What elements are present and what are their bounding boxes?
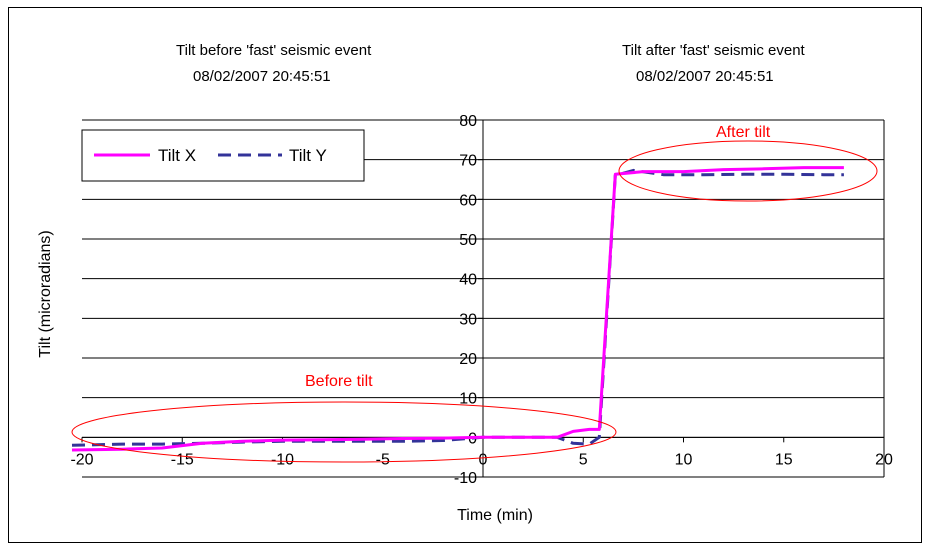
y-axis-label: Tilt (microradians) <box>37 230 54 357</box>
after-tilt-ellipse <box>618 140 878 202</box>
x-tick-label: 5 <box>579 451 588 468</box>
after-event-title: Tilt after 'fast' seismic event <box>622 42 806 59</box>
x-tick-label: -5 <box>376 451 390 468</box>
y-tick-label: 30 <box>459 311 477 328</box>
before-event-time: 08/02/2007 20:45:51 <box>193 68 331 85</box>
y-tick-label: 70 <box>459 153 477 170</box>
before-tilt-ellipse <box>71 401 617 463</box>
before-tilt-label: Before tilt <box>305 373 373 390</box>
x-tick-label: -15 <box>171 451 194 468</box>
x-tick-label: 15 <box>775 451 793 468</box>
series-line-tilt-y <box>71 168 844 447</box>
y-tick-label: 10 <box>459 391 477 408</box>
y-tick-label: 80 <box>459 113 477 130</box>
x-tick-label: -10 <box>271 451 294 468</box>
legend-label-tilt-x: Tilt X <box>158 146 196 165</box>
y-tick-label: -10 <box>454 470 477 487</box>
x-tick-label: -20 <box>70 451 93 468</box>
y-tick-label: 50 <box>459 232 477 249</box>
x-tick-label: 20 <box>875 451 893 468</box>
legend-label-tilt-y: Tilt Y <box>289 146 327 165</box>
series-lines <box>71 166 844 452</box>
x-axis-label: Time (min) <box>457 507 533 524</box>
y-tick-label: 60 <box>459 192 477 209</box>
x-tick-label: 10 <box>675 451 693 468</box>
x-tick-label: 0 <box>479 451 488 468</box>
before-event-title: Tilt before 'fast' seismic event <box>176 42 372 59</box>
legend: Tilt X Tilt Y <box>81 129 365 182</box>
y-tick-label: 20 <box>459 351 477 368</box>
series-line-tilt-x <box>71 166 844 452</box>
after-event-time: 08/02/2007 20:45:51 <box>636 68 774 85</box>
after-tilt-label: After tilt <box>716 124 771 141</box>
y-tick-label: 40 <box>459 272 477 289</box>
